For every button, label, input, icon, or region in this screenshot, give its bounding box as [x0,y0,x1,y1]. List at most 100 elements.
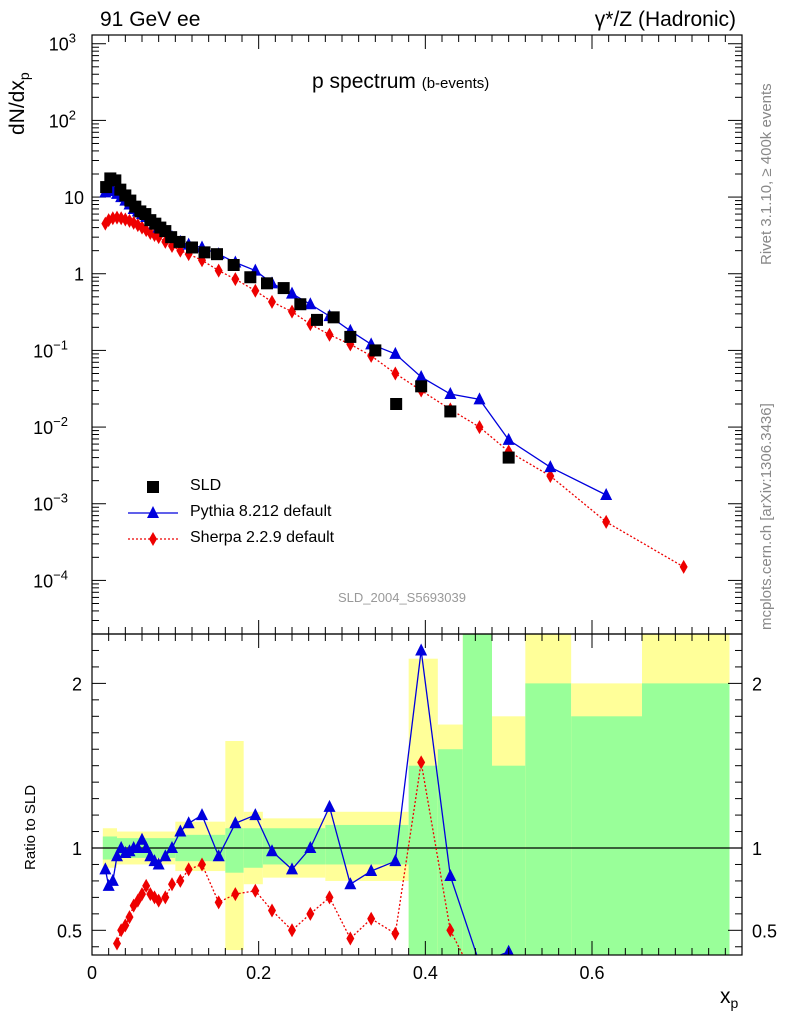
sherpa-ratio-point [268,903,276,918]
pythia-ratio-point [229,816,242,829]
x-axis-label: xp [720,985,739,1012]
pythia-ratio-point [159,849,172,862]
pythia-ratio-point [111,849,123,862]
y-tick-label-3: 10−1 [33,337,68,361]
y-tick-label-7: 103 [49,31,76,55]
sherpa-ratio-point [446,923,455,938]
pythia-ratio-point [99,862,112,875]
sherpa-ratio-point [346,931,355,946]
watermark: SLD_2004_S5693039 [338,590,466,605]
sherpa-point [475,420,484,435]
pythia-ratio-point [136,832,148,845]
sherpa-ratio-point [417,755,426,770]
sherpa-ratio-point [113,936,121,951]
y-tick-label-4: 1 [74,265,84,285]
sherpa-ratio-point [198,857,206,872]
pythia-ratio-point [182,816,195,829]
sherpa-point [546,469,555,484]
ratio-y-tick-label-right-2: 2 [752,674,762,694]
sld-point [369,344,382,357]
bottom-frame [91,633,743,956]
sherpa-ratio-point [176,873,185,888]
pythia-ratio-point [266,844,278,857]
chart-title-main: p spectrum [312,70,416,93]
sherpa-point [325,327,334,342]
sherpa-point [251,283,260,298]
sld-point [186,241,198,254]
sherpa-point [231,272,240,287]
x-tick-label-2: 0.4 [413,963,438,983]
pythia-point [544,460,557,473]
ratio-y-tick-label-0: 0.5 [57,921,82,941]
pythia-point [415,369,428,382]
sherpa-ratio-point [391,926,400,941]
y-tick-label-5: 10 [64,188,84,208]
legend-label-sld: SLD [190,477,222,494]
sld-point [502,451,515,464]
pythia-ratio-point [365,864,378,877]
y-tick-label-0: 10−4 [33,567,68,591]
sherpa-ratio-point [142,878,151,893]
sld-point [327,311,340,324]
x-tick-label-0: 0 [87,963,97,983]
series-line-sherpa [116,762,464,955]
band-green-11 [525,683,572,955]
pythia-point [389,346,402,359]
chart-title-sub: (b-events) [421,75,490,92]
pythia-ratio-point [444,868,457,881]
band-green-3 [225,828,244,873]
sherpa-ratio-point [231,887,240,902]
sherpa-ratio-point [367,911,376,926]
pythia-ratio-point [304,841,317,853]
x-tick-label-1: 0.2 [246,963,271,983]
sld-point [198,246,211,259]
pythia-point [304,297,317,310]
sherpa-point [391,366,400,381]
pythia-ratio-point [286,862,298,875]
sld-point [277,282,290,295]
band-green-8 [437,749,463,955]
sherpa-ratio-point [463,956,471,970]
sherpa-ratio-point [154,893,163,908]
sherpa-point [679,559,688,574]
legend-marker-sherpa [149,532,157,546]
legend-label-sherpa: Sherpa 2.2.9 default [190,529,335,546]
band-green-9 [462,634,492,955]
ratio-y-tick-label-right-0: 0.5 [752,921,777,941]
sherpa-ratio-point [184,862,193,877]
sld-point [415,380,428,393]
sld-point [173,235,186,248]
header-right: γ*/Z (Hadronic) [594,8,736,31]
sherpa-ratio-point [161,890,170,905]
pythia-ratio-point [323,799,336,812]
sherpa-point [214,263,223,278]
pythia-point [286,286,298,299]
sherpa-ratio-point [325,890,334,905]
sld-point [109,174,122,187]
top-series-group [99,172,688,574]
sherpa-point [288,304,296,319]
y-tick-label-2: 10−2 [33,414,68,438]
sld-point [244,271,257,284]
chart-title: p spectrum (b-events) [312,70,489,94]
sld-point [211,248,223,261]
sld-point [344,330,357,343]
pythia-ratio-point [344,877,357,890]
ratio-y-tick-label-1: 1 [72,839,82,859]
sherpa-ratio-point [138,887,146,902]
band-green-5 [262,828,326,865]
y-tick-label-1: 10−3 [33,491,68,515]
pythia-ratio-point [474,956,486,968]
pythia-ratio-point [196,808,208,821]
sherpa-ratio-point [168,877,176,892]
pythia-ratio-point [152,857,165,870]
x-tick-label-3: 0.6 [579,963,604,983]
sld-point [294,298,307,311]
legend-marker-pythia [147,506,159,518]
pythia-ratio-point [212,849,225,862]
band-green-10 [492,765,526,955]
sld-point [390,397,403,410]
pythia-point [444,387,457,400]
legend-label-pythia: Pythia 8.212 default [190,503,332,520]
